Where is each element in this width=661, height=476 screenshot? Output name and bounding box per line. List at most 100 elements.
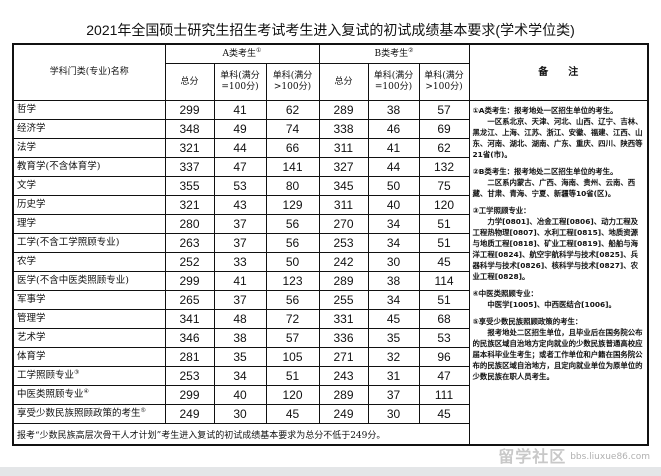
b-singleover100-cell: 62 xyxy=(418,138,470,158)
b-singleover100-cell: 53 xyxy=(418,328,470,348)
a-singleover100-cell: 51 xyxy=(265,366,320,386)
b-total-cell: 289 xyxy=(318,100,369,120)
b-singleover100-cell: 114 xyxy=(418,271,470,291)
table-row: 艺术学 346 38 57 336 35 53 xyxy=(12,328,648,348)
b-total-cell: 253 xyxy=(318,233,369,253)
b-single100-cell: 38 xyxy=(367,100,420,120)
b-total-cell: 289 xyxy=(318,271,369,291)
a-single100-cell: 40 xyxy=(213,385,267,405)
b-single100-cell: 37 xyxy=(367,385,420,405)
subject-name: 历史学 xyxy=(12,195,166,215)
subject-name: 经济学 xyxy=(12,119,166,139)
note-item: ④中医类照顾专业： 中医学[1005]、中西医结合[1006]。 xyxy=(472,289,616,309)
b-total-cell: 242 xyxy=(318,252,369,272)
note-item: ⑤享受少数民族照顾政策的考生： 报考地处二区招生单位，且毕业后在国务院公布的民族区… xyxy=(472,317,643,381)
b-single100-cell: 50 xyxy=(367,176,420,196)
b-singleover100-cell: 68 xyxy=(418,309,470,329)
watermark-logo: 留学社区 xyxy=(498,446,567,466)
note-item: ②B类考生：报考地处二区招生单位的考生。 二区系内蒙古、广西、海南、贵州、云南、西… xyxy=(472,167,636,198)
subject-name: 享受少数民族照顾政策的考生⑤ xyxy=(12,404,166,424)
table-row: 哲学 299 41 62 289 38 57 ①A类考生：报考地处一区招生单位的考生。 一区系北… xyxy=(12,100,649,446)
a-total-cell: 321 xyxy=(164,138,215,158)
b-single100-cell: 30 xyxy=(367,252,420,272)
footer-note: 报考“少数民族高层次骨干人才计划”考生进入复试的初试成绩基本要求为总分不低于24… xyxy=(12,423,470,446)
a-singleover100-cell: 62 xyxy=(265,100,320,120)
b-total-cell: 311 xyxy=(318,195,369,215)
b-total-cell: 270 xyxy=(318,214,369,234)
a-total-cell: 355 xyxy=(164,176,215,196)
b-total-header: 总分 xyxy=(318,63,369,101)
score-table: 学科门类(专业)名称 A类考生① B类考生② 备 注 总分 单科(满分=100分… xyxy=(12,43,649,446)
b-singleover100-cell: 57 xyxy=(418,100,470,120)
b-total-cell: 311 xyxy=(318,138,369,158)
page-title: 2021年全国硕士研究生招生考试考生进入复试的初试成绩基本要求(学术学位类) xyxy=(86,22,575,38)
a-single100-cell: 47 xyxy=(213,157,267,177)
subject-name: 文学 xyxy=(12,176,166,196)
a-singleover100-cell: 50 xyxy=(265,252,320,272)
b-single100-cell: 34 xyxy=(367,214,420,234)
a-total-cell: 249 xyxy=(164,404,215,424)
b-singleover100-cell: 45 xyxy=(418,252,470,272)
b-single100-cell: 31 xyxy=(367,366,420,386)
a-total-cell: 265 xyxy=(164,290,215,310)
subject-name: 法学 xyxy=(12,138,166,158)
b-single100-cell: 35 xyxy=(367,328,420,348)
subject-name: 工学照顾专业③ xyxy=(12,366,166,386)
b-singleover100-cell: 51 xyxy=(418,233,470,253)
b-singleover100-cell: 51 xyxy=(418,290,470,310)
a-single100-cell: 34 xyxy=(213,366,267,386)
b-singleover100-cell: 96 xyxy=(418,347,470,367)
b-single100-cell: 45 xyxy=(367,309,420,329)
a-singleover100-cell: 56 xyxy=(265,290,320,310)
b-singleover100-cell: 47 xyxy=(418,366,470,386)
b-singleover100-header: 单科(满分>100分) xyxy=(418,63,470,101)
subject-name: 教育学(不含体育学) xyxy=(12,157,166,177)
table-row: 工学(不含工学照顾专业) 263 37 56 253 34 51 xyxy=(12,233,648,253)
a-single100-cell: 43 xyxy=(213,195,267,215)
a-single100-cell: 37 xyxy=(213,233,267,253)
b-single100-cell: 40 xyxy=(367,195,420,215)
table-row: 享受少数民族照顾政策的考生⑤ 249 30 45 249 30 45 xyxy=(12,404,648,424)
b-total-cell: 249 xyxy=(318,404,369,424)
a-singleover100-cell: 56 xyxy=(265,233,320,253)
a-single100-header: 单科(满分=100分) xyxy=(213,63,267,101)
note-item: ③工学照顾专业： 力学[0801]、冶金工程[0806]、动力工程及工程热物理[0… xyxy=(472,206,639,281)
a-single100-cell: 37 xyxy=(213,290,267,310)
b-total-cell: 327 xyxy=(318,157,369,177)
b-single100-cell: 32 xyxy=(367,347,420,367)
b-single100-cell: 34 xyxy=(367,233,420,253)
subject-name: 中医类照顾专业④ xyxy=(12,385,166,405)
b-singleover100-cell: 132 xyxy=(418,157,470,177)
a-single100-cell: 48 xyxy=(213,309,267,329)
a-single100-cell: 49 xyxy=(213,119,267,139)
b-single100-cell: 46 xyxy=(367,119,420,139)
b-singleover100-cell: 111 xyxy=(418,385,470,405)
subject-name: 军事学 xyxy=(12,290,166,310)
a-singleover100-cell: 141 xyxy=(265,157,320,177)
b-single100-cell: 44 xyxy=(367,157,420,177)
b-single100-header: 单科(满分=100分) xyxy=(367,63,420,101)
a-single100-cell: 35 xyxy=(213,347,267,367)
table-row: 教育学(不含体育学) 337 47 141 327 44 132 xyxy=(12,157,648,177)
a-singleover100-cell: 80 xyxy=(265,176,320,196)
a-singleover100-cell: 129 xyxy=(265,195,320,215)
b-total-cell: 289 xyxy=(318,385,369,405)
watermark: 留学社区 bbs.liuxue86.com xyxy=(470,447,650,465)
b-single100-cell: 38 xyxy=(367,271,420,291)
a-total-cell: 280 xyxy=(164,214,215,234)
subject-name: 工学(不含工学照顾专业) xyxy=(12,233,166,253)
a-total-cell: 337 xyxy=(164,157,215,177)
b-total-cell: 331 xyxy=(318,309,369,329)
a-single100-cell: 37 xyxy=(213,214,267,234)
a-total-cell: 299 xyxy=(164,100,215,120)
table-row: 理学 280 37 56 270 34 51 xyxy=(12,214,648,234)
subject-name: 医学(不含中医类照顾专业) xyxy=(12,271,166,291)
b-singleover100-cell: 69 xyxy=(418,119,470,139)
a-singleover100-cell: 57 xyxy=(265,328,320,348)
b-total-cell: 336 xyxy=(318,328,369,348)
b-total-cell: 338 xyxy=(318,119,369,139)
note-item: ①A类考生：报考地处一区招生单位的考生。 一区系北京、天津、河北、山西、辽宁、吉林… xyxy=(472,106,643,159)
notes-header: 备 注 xyxy=(468,43,649,101)
b-single100-cell: 41 xyxy=(367,138,420,158)
group-b-header: B类考生② xyxy=(318,43,470,64)
